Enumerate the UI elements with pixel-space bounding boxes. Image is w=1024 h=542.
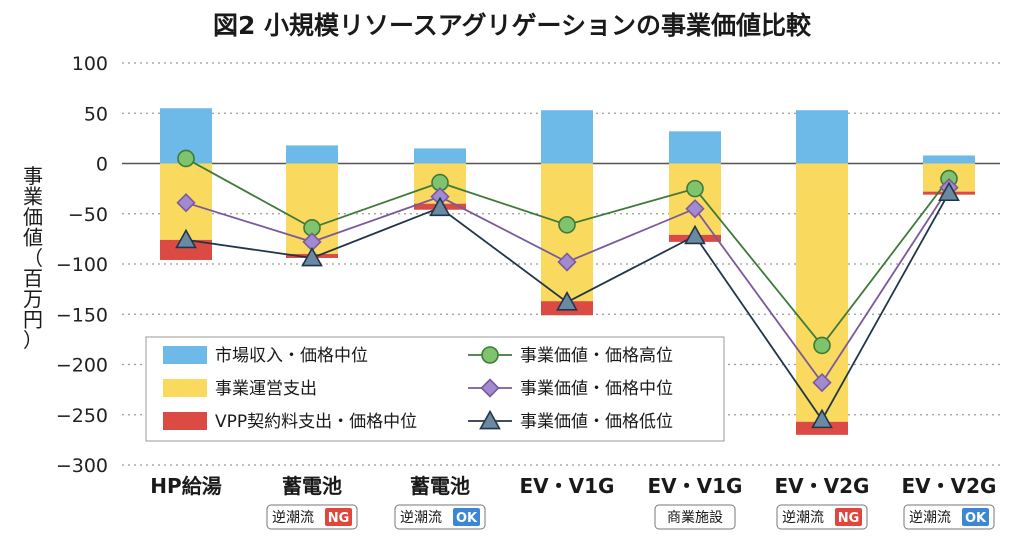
badge-text: 逆潮流 [400,510,442,526]
series-point-0 [177,149,195,168]
badge-tag-box [835,508,862,526]
badge-tag: OK [965,511,987,526]
series-point-1 [557,252,577,272]
line-series [175,149,960,429]
bar-market-income [923,155,975,164]
category-badge: 商業施設 [654,504,736,530]
y-axis-ticks: 100 50 0 −50 −100 −150 −200 −250 −300 [56,53,108,477]
y-tick-label: −150 [56,304,108,326]
bar-vpp-fee [160,239,212,260]
category-badge: 逆潮流 OK [903,504,995,530]
y-tick-label: −200 [56,355,108,377]
series-point-2 [811,408,833,429]
legend-marker [481,346,499,364]
category-badge: 逆潮流 NG [776,504,868,530]
legend-label: 事業価値・価格中位 [520,379,673,399]
y-tick-label: 50 [84,103,108,125]
y-tick-label: −50 [68,204,108,226]
series-point-2 [429,196,451,217]
y-tick-label: 0 [96,154,108,176]
y-tick-label: −300 [56,455,108,477]
chart-title: 図2 小規模リソースアグリゲーションの事業価値比較 [213,11,812,40]
badge-tag: NG [838,511,860,526]
series-point-2 [938,181,960,202]
series-point-0 [813,336,831,355]
legend-label: 事業運営支出 [215,379,317,399]
legend-label: 事業価値・価格低位 [520,412,673,432]
badge-text: 逆潮流 [909,510,951,526]
legend-label: VPP契約料支出・価格中位 [215,412,417,432]
badge-tag: OK [456,511,478,526]
badge-tag-box [325,508,352,526]
legend-marker [480,378,500,398]
y-axis-label: 事業価値（百万円） [23,164,43,352]
series-point-0 [558,216,576,234]
legend-swatch [163,379,207,397]
legend-marker [479,409,501,430]
legend-swatch [163,346,207,364]
badge-box [654,504,736,530]
y-tick-label: −250 [56,405,108,427]
x-category-label: HP給湯 [150,474,221,498]
bar-series [160,108,975,435]
bar-market-income [796,110,848,164]
badge-tag-box [453,508,480,526]
category-badge: 逆潮流 OK [394,504,486,530]
badge-tag: NG [328,511,350,526]
series-point-2 [175,228,197,249]
series-point-0 [686,179,704,198]
series-point-2 [301,246,323,267]
x-category-label: 蓄電池 [410,474,470,498]
badge-text: 商業施設 [667,510,723,526]
badge-tag-box [962,508,989,526]
badge-text: 逆潮流 [272,510,314,526]
bar-market-income [669,131,721,164]
badge-text: 逆潮流 [782,510,824,526]
series-point-2 [556,291,578,311]
category-badge: 逆潮流 NG [266,504,358,530]
legend-swatch [163,412,207,430]
bar-market-income [414,148,466,164]
bar-market-income [286,145,338,164]
legend-box [145,336,725,442]
bar-vpp-fee [796,421,848,435]
series-point-1 [685,199,705,219]
bar-market-income [541,110,593,164]
series-point-1 [176,193,196,213]
y-tick-label: −100 [56,254,108,276]
series-point-2 [684,224,706,245]
x-category-label: EV・V2G [902,474,997,498]
series-point-1 [812,372,832,393]
legend-label: 事業価値・価格高位 [520,346,673,366]
x-category-label: EV・V1G [648,474,743,498]
x-category-label: 蓄電池 [282,474,342,498]
x-category-label: EV・V2G [775,474,870,498]
x-category-label: EV・V1G [520,474,615,498]
y-tick-label: 100 [72,53,108,75]
legend-label: 市場収入・価格中位 [215,346,368,366]
